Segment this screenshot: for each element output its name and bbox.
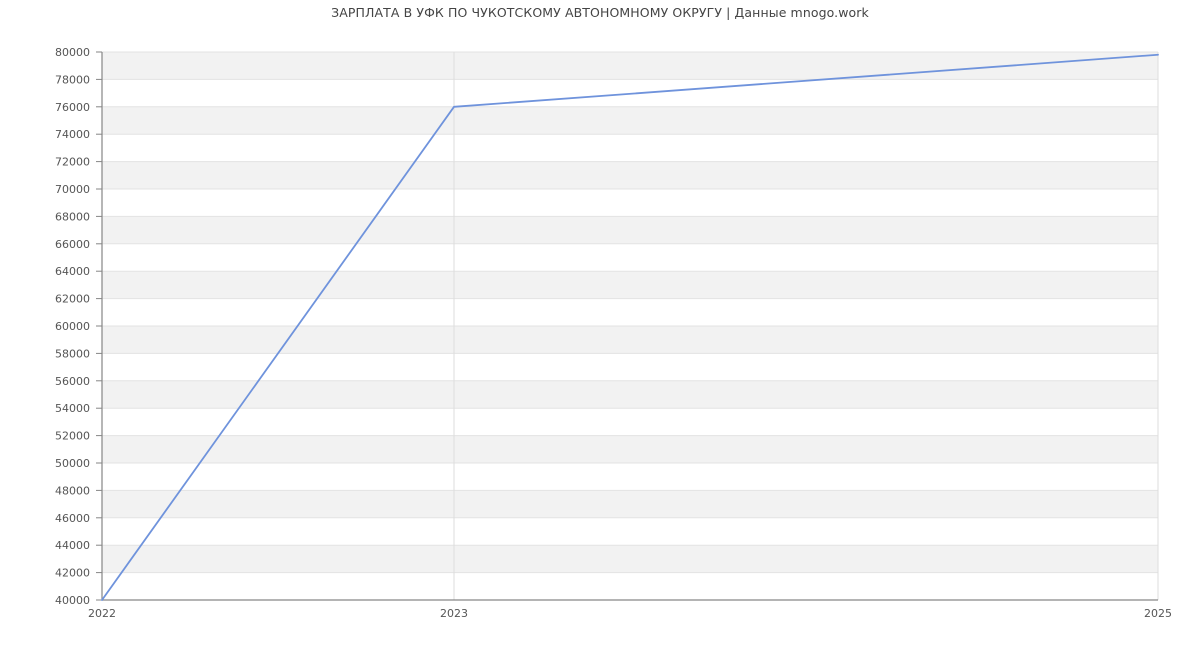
plot-band [102,106,1158,135]
y-axis-tick-label: 76000 [55,101,90,114]
y-axis-tick-label: 56000 [55,375,90,388]
y-axis-tick-label: 52000 [55,430,90,443]
y-axis-tick-label: 50000 [55,457,90,470]
x-axis-tick-label: 2023 [440,607,468,620]
plot-band [102,243,1158,272]
y-axis-tick-label: 48000 [55,484,90,497]
y-axis-tick-label: 64000 [55,265,90,278]
plot-band [102,326,1158,354]
plot-band [102,408,1158,436]
y-axis-tick-label: 54000 [55,402,90,415]
plot-band [102,216,1158,244]
plot-band [102,490,1158,518]
horizontal-gridlines [102,51,1158,601]
y-axis-tick-label: 42000 [55,567,90,580]
plot-band [102,189,1158,217]
y-axis-tick-labels: 80000 78000 76000 74000 72000 70000 68000 66000… [55,46,90,607]
plot-band [102,517,1158,546]
y-axis-tick-label: 40000 [55,594,90,607]
y-axis-tick-label: 72000 [55,156,90,169]
y-axis-tick-label: 44000 [55,539,90,552]
chart-title: ЗАРПЛАТА В УФК ПО ЧУКОТСКОМУ АВТОНОМНОМУ… [331,5,869,20]
y-axis-tick-label: 58000 [55,347,90,360]
plot-bands [102,52,1158,600]
x-axis-tick-label: 2022 [88,607,116,620]
x-axis-tick-label: 2025 [1144,607,1172,620]
data-series [101,53,1159,601]
y-axis-tick-label: 60000 [55,320,90,333]
y-axis-tick-label: 78000 [55,73,90,86]
y-axis-tick-label: 66000 [55,238,90,251]
plot-band [102,353,1158,381]
y-axis-tick-label: 70000 [55,183,90,196]
plot-band [102,271,1158,299]
series-line [101,53,1159,601]
plot-band [102,572,1158,600]
axis-lines [96,51,1158,601]
plot-band [102,463,1158,491]
plot-band [102,161,1158,189]
y-axis-tick-label: 46000 [55,512,90,525]
x-axis-tick-labels: 2022 2023 2025 [88,607,1172,620]
y-axis-tick-label: 62000 [55,293,90,306]
plot-band [102,380,1158,409]
plot-band [102,298,1158,326]
plot-band [102,545,1158,573]
plot-band [102,52,1158,80]
y-axis-tick-label: 80000 [55,46,90,59]
y-axis-tick-label: 68000 [55,210,90,223]
plot-band [102,435,1158,463]
plot-band [102,134,1158,162]
y-axis-tick-label: 74000 [55,128,90,141]
